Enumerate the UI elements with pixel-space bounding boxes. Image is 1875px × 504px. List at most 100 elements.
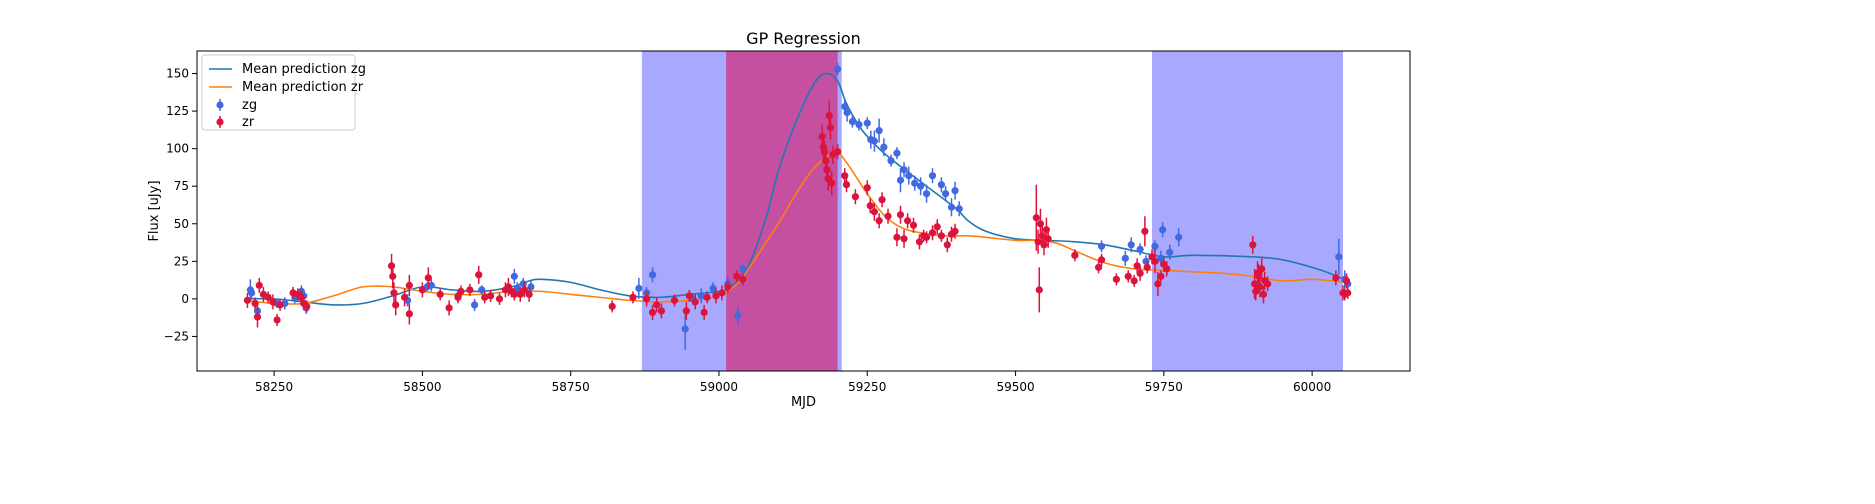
zg-point [928, 172, 937, 180]
zr-point [870, 208, 878, 216]
zr-point [648, 308, 657, 317]
shaded-spans [641, 51, 1343, 371]
zr-point [893, 233, 901, 241]
zg-point [739, 265, 747, 273]
zr-point [1264, 280, 1272, 288]
zg-point [905, 172, 913, 180]
zr-point [303, 302, 311, 310]
zr-point [933, 223, 941, 231]
zr-point [653, 301, 661, 309]
zg-point [1335, 253, 1343, 261]
zg-point [247, 289, 256, 297]
zr-point [937, 232, 946, 240]
zg-point [1142, 257, 1150, 265]
shaded-span-2 [726, 51, 838, 371]
zg-point [1127, 241, 1135, 249]
zr-point [884, 212, 892, 220]
legend-label-mean-zr: Mean prediction zr [242, 80, 364, 95]
zr-point [943, 241, 951, 249]
zr-point [1154, 280, 1162, 288]
zg-point [848, 118, 857, 126]
x-tick-label: 59000 [700, 380, 738, 394]
zg-point [478, 286, 486, 294]
zr-point [495, 295, 504, 303]
x-tick-label: 59500 [996, 380, 1034, 394]
x-tick-label: 59750 [1145, 380, 1183, 394]
x-tick-label: 58500 [403, 380, 441, 394]
zr-point [928, 229, 937, 237]
zg-point [947, 203, 956, 211]
zg-point [896, 176, 905, 184]
zg-point [697, 292, 705, 300]
zg-point [893, 149, 901, 157]
zg-point [648, 271, 657, 279]
zr-point [915, 238, 924, 246]
zr-point [1040, 241, 1048, 249]
y-tick-label: 0 [181, 292, 189, 306]
zg-point [427, 281, 435, 289]
zg-point [519, 280, 527, 288]
zr-point [418, 286, 426, 294]
zr-point [1133, 262, 1141, 270]
y-tick-label: 75 [174, 179, 189, 193]
zr-point [445, 304, 453, 312]
zr-point [475, 271, 483, 279]
zr-point [896, 211, 905, 219]
zg-point [941, 190, 950, 198]
zr-point [1130, 277, 1138, 285]
zg-point [1159, 226, 1167, 234]
zr-point [682, 307, 690, 315]
zr-point [823, 166, 831, 174]
zg-point [510, 272, 518, 280]
zr-point [875, 217, 883, 225]
zr-point [1032, 214, 1040, 222]
zr-point [739, 275, 747, 283]
zr-point [405, 310, 413, 318]
zr-point [1071, 251, 1079, 259]
zr-point [1124, 272, 1132, 280]
legend-label-mean-zg: Mean prediction zg [242, 62, 366, 77]
zg-point [1151, 242, 1159, 250]
zr-point [466, 286, 474, 294]
zr-point [951, 227, 959, 235]
zg-point [843, 108, 851, 117]
zg-point [955, 205, 963, 213]
zr-point [243, 296, 252, 304]
zr-point [834, 148, 842, 156]
zg-point [681, 325, 689, 333]
zr-point [712, 292, 720, 300]
zr-point [922, 233, 931, 241]
zr-point [1344, 289, 1352, 297]
zr-point [866, 202, 874, 210]
x-axis-label: MJD [791, 395, 816, 410]
zg-point [470, 301, 479, 309]
series-zr-points [243, 100, 1352, 328]
zg-point [834, 65, 842, 73]
zr-point [510, 290, 518, 298]
zg-point [1121, 254, 1129, 262]
y-tick-label: 125 [166, 104, 189, 118]
legend-label-zg: zg [242, 98, 257, 113]
zr-point [851, 193, 860, 201]
zr-legend-point [216, 118, 224, 126]
zr-point [1141, 227, 1149, 235]
zg-point [1097, 242, 1106, 250]
x-tick-label: 59250 [848, 380, 886, 394]
zr-point [825, 112, 833, 120]
zg-point [1136, 245, 1144, 253]
zr-point [457, 287, 465, 295]
zr-point [822, 157, 830, 165]
zr-point [1157, 272, 1165, 280]
zg-point [1157, 254, 1165, 262]
zg-point [513, 284, 521, 292]
zr-point [643, 295, 651, 303]
legend-label-zr: zr [242, 115, 255, 130]
zg-point [875, 127, 883, 135]
zr-point [820, 148, 829, 156]
zr-point [436, 290, 444, 298]
zr-point [909, 221, 918, 229]
zr-point [1249, 241, 1257, 249]
zr-point [828, 179, 836, 187]
